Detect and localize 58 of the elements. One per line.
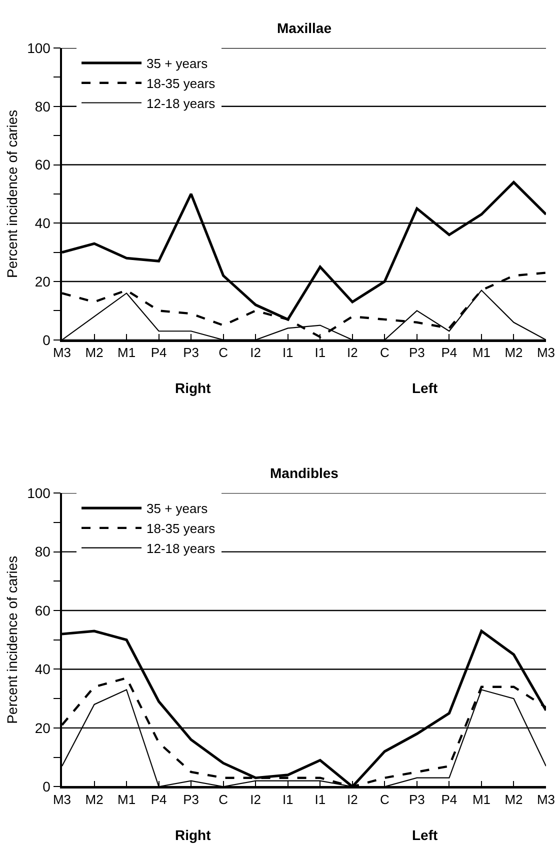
legend-label: 12-18 years — [146, 96, 216, 111]
x-tick-label: P3 — [183, 792, 200, 808]
x-tick-label: P4 — [150, 792, 167, 808]
x-tick-label: I1 — [314, 792, 326, 808]
legend-label: 35 + years — [146, 56, 208, 72]
x-tick-label: P3 — [408, 792, 425, 808]
text: Left — [412, 827, 438, 843]
x-tick-label: M1 — [472, 792, 490, 808]
x-tick-label: M1 — [118, 792, 136, 808]
x-tick-label: M2 — [85, 345, 104, 360]
x-tick-label: C — [380, 792, 390, 808]
x-tick-label: M2 — [85, 792, 104, 808]
x-tick-label: M2 — [504, 792, 523, 808]
text: Right — [175, 380, 212, 396]
legend-label: 35 + years — [146, 501, 208, 516]
y-tick-label: 100 — [27, 40, 51, 56]
x-tick-label: I2 — [346, 345, 358, 360]
y-tick-label: 100 — [27, 484, 51, 501]
x-tick-label: I1 — [282, 792, 294, 808]
x-tick-label: M2 — [504, 345, 523, 360]
y-tick-label: 40 — [34, 661, 51, 678]
text: Right — [175, 827, 212, 843]
x-tick-label: I2 — [250, 792, 262, 808]
y-tick-label: 40 — [34, 215, 51, 232]
x-tick-label: I2 — [346, 792, 358, 808]
x-tick-label: C — [380, 345, 390, 360]
x-tick-label: P4 — [441, 345, 458, 360]
text: Left — [412, 380, 438, 396]
chart-title: Mandibles — [270, 465, 339, 481]
y-tick-label: 0 — [42, 332, 51, 348]
y-axis-title: Percent incidence of caries — [4, 556, 20, 724]
x-tick-label: M1 — [472, 345, 490, 360]
y-tick-label: 80 — [34, 544, 51, 560]
x-tick-label: M3 — [536, 792, 556, 808]
x-tick-label: P4 — [441, 792, 458, 808]
legend-label: 12-18 years — [146, 540, 216, 556]
x-tick-label: C — [218, 345, 228, 360]
x-tick-label: I1 — [314, 345, 326, 360]
x-tick-label: M1 — [118, 345, 136, 360]
y-tick-label: 80 — [34, 98, 51, 114]
y-axis-title: Percent incidence of caries — [4, 110, 20, 278]
y-tick-label: 60 — [34, 156, 51, 173]
y-tick-label: 20 — [34, 273, 51, 290]
x-tick-label: M3 — [52, 345, 72, 360]
y-tick-label: 0 — [42, 778, 51, 795]
x-tick-label: P3 — [408, 345, 425, 360]
x-tick-label: C — [218, 792, 228, 808]
x-tick-label: I2 — [250, 345, 262, 360]
x-tick-label: I1 — [282, 345, 294, 360]
legend-label: 18-35 years — [146, 520, 216, 536]
x-tick-label: P3 — [183, 345, 200, 360]
chart-title: Maxillae — [277, 20, 332, 36]
legend-label: 18-35 years — [146, 76, 216, 91]
x-tick-label: M3 — [52, 792, 72, 808]
y-tick-label: 60 — [34, 602, 51, 618]
y-tick-label: 20 — [34, 720, 51, 736]
x-tick-label: M3 — [536, 345, 556, 360]
x-tick-label: P4 — [150, 345, 167, 360]
